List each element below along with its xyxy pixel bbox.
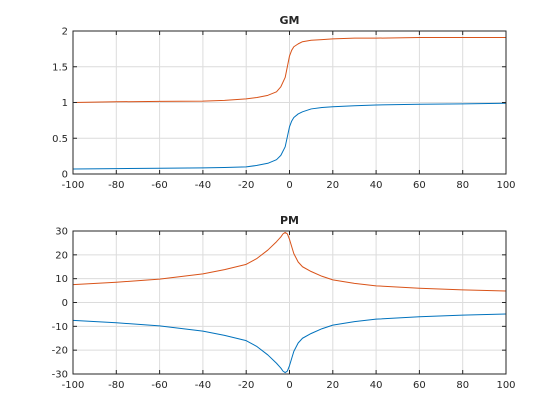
gm-x-tick-label-2: -60 [151,180,167,191]
gm-y-tick-label-3: 1.5 [52,62,68,73]
pm-y-tick-label-3: 0 [62,298,68,309]
gm-title: GM [280,14,300,27]
gm-y-tick-label-2: 1 [62,98,68,109]
gm-x-tick-label-0: -100 [62,180,85,191]
pm-x-tick-label-4: -20 [238,380,254,391]
gm-x-tick-label-3: -40 [195,180,211,191]
gm-x-tick-label-9: 80 [456,180,469,191]
pm-x-tick-label-1: -80 [108,380,124,391]
pm-series-line-0 [72,231,507,292]
gm-series-line-1 [72,102,507,170]
pm-x-tick-label-7: 40 [370,380,383,391]
pm-series-line-1 [72,313,507,374]
pm-y-tick-label-4: 10 [55,274,68,285]
pm-x-tick-label-5: 0 [286,380,292,391]
gm-x-tick-label-10: 100 [496,180,515,191]
gm-x-tick-label-5: 0 [286,180,292,191]
gm-y-tick-label-4: 2 [62,27,68,38]
pm-x-tick-label-8: 60 [413,380,426,391]
gm-x-tick-label-4: -20 [238,180,254,191]
pm-y-tick-label-6: 30 [55,227,68,238]
gm-x-tick-label-1: -80 [108,180,124,191]
pm-y-tick-label-2: -10 [52,322,68,333]
gm-series-line-0 [72,36,506,103]
gm-y-tick-label-0: 0 [62,170,68,181]
pm-x-tick-label-6: 20 [326,380,339,391]
pm-y-tick-label-0: -30 [52,370,68,381]
pm-x-tick-label-10: 100 [496,380,515,391]
pm-y-tick-label-1: -20 [52,346,68,357]
pm-x-tick-label-0: -100 [62,380,85,391]
gm-y-tick-label-1: 0.5 [52,134,68,145]
pm-x-tick-label-2: -60 [151,380,167,391]
gm-x-tick-label-6: 20 [326,180,339,191]
pm-x-tick-label-9: 80 [456,380,469,391]
pm-x-tick-label-3: -40 [195,380,211,391]
gm-x-tick-label-7: 40 [370,180,383,191]
pm-y-tick-label-5: 20 [55,250,68,261]
gm-plot: -100 -80 -60 -40 -20 0 20 40 60 80 100 0 0.5 1 1.5 2 GM [52,14,515,191]
pm-plot: -100 -80 -60 -40 -20 0 20 40 60 80 100-30-20-10010… [52,214,516,391]
pm-title: PM [280,214,299,227]
gm-x-tick-label-8: 60 [413,180,426,191]
